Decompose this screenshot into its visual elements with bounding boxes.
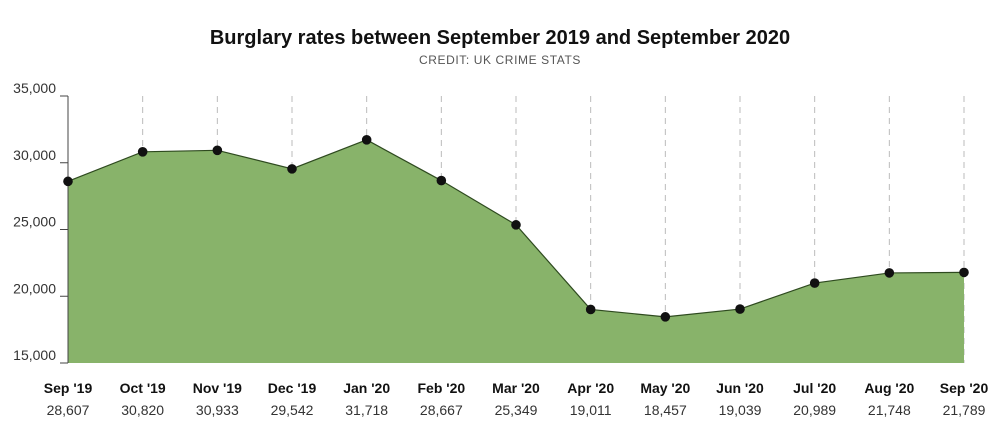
data-point (884, 268, 895, 278)
x-tick-label: Aug '20 (864, 380, 914, 396)
x-tick-label: Oct '19 (120, 380, 166, 396)
data-label: 28,607 (47, 402, 90, 418)
data-label: 19,039 (719, 402, 762, 418)
data-label: 28,667 (420, 402, 463, 418)
data-point (660, 312, 671, 322)
data-point (585, 304, 596, 315)
x-tick-label: Feb '20 (417, 380, 465, 396)
data-point (212, 145, 223, 156)
x-tick-label: Apr '20 (567, 380, 614, 396)
x-tick-label: Jun '20 (716, 380, 764, 396)
marker-layer (63, 135, 969, 322)
area-fill (68, 139, 964, 363)
x-tick-label: Jan '20 (343, 380, 390, 396)
data-point (436, 175, 447, 186)
x-tick-label: Mar '20 (492, 380, 540, 396)
x-tick-label: Nov '19 (193, 380, 242, 396)
data-label: 18,457 (644, 402, 687, 418)
data-point (735, 304, 745, 314)
data-label: 21,748 (868, 402, 911, 418)
chart-title: Burglary rates between September 2019 an… (209, 27, 791, 49)
data-label: 25,349 (495, 402, 538, 418)
data-point (63, 176, 73, 187)
x-tick-label: Sep '20 (940, 380, 989, 396)
data-label: 20,989 (793, 402, 836, 418)
data-label: 30,820 (121, 402, 164, 418)
x-tick-label: May '20 (640, 380, 690, 396)
data-label: 30,933 (196, 402, 239, 418)
x-tick-label: Dec '19 (268, 380, 317, 396)
chart-subtitle: CREDIT: UK CRIME STATS (418, 53, 582, 67)
data-point (137, 147, 148, 157)
y-tick-label: 35,000 (13, 80, 56, 96)
label-layer: Sep '19 28,607 Oct '19 30,820 Nov '19 30,933 D… (44, 380, 989, 418)
data-label: 21,789 (943, 402, 986, 418)
y-tick-label: 30,000 (13, 147, 56, 163)
data-label: 29,542 (271, 402, 314, 418)
data-label: 19,011 (570, 402, 612, 418)
y-tick-label: 15,000 (13, 347, 56, 363)
data-point (959, 267, 969, 278)
data-point (809, 278, 820, 288)
y-tick-label: 20,000 (13, 280, 56, 296)
data-point (287, 164, 297, 174)
axis-layer: 15,000 20,000 25,000 30,000 35,000 (13, 80, 69, 364)
x-tick-label: Jul '20 (793, 380, 836, 396)
y-tick-label: 25,000 (13, 214, 56, 230)
data-point (361, 135, 372, 145)
data-point (511, 220, 521, 230)
data-label: 31,718 (345, 402, 388, 418)
x-tick-label: Sep '19 (44, 380, 93, 396)
